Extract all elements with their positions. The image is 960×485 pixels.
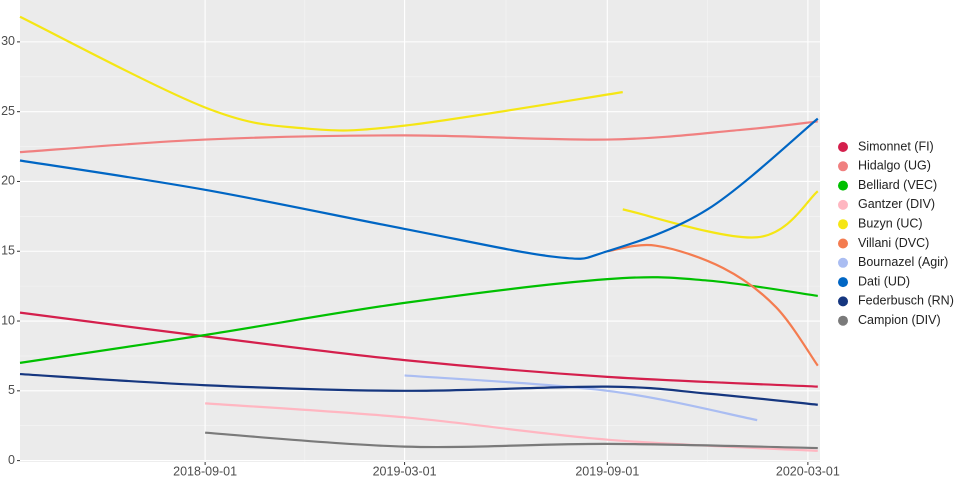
legend-swatch [838,199,848,210]
legend-swatch [838,142,848,152]
legend-label: Campion (DIV) [858,313,941,327]
trend-line [19,276,818,364]
legend-label: Simonnet (FI) [858,139,934,153]
trend-line [19,15,819,239]
trend-line [19,311,818,388]
y-tick-label: 25 [1,104,15,118]
x-tick-label: 2020-03-01 [776,464,840,478]
trend-line [19,372,818,406]
x-tick-label: 2019-09-01 [575,464,639,478]
legend-swatch [838,296,848,307]
trend-line [205,431,818,450]
legend-swatch [838,161,848,172]
legend-swatch [838,238,848,249]
legend-label: Buzyn (UC) [858,216,923,230]
trend-line [19,117,819,260]
legend-swatch [838,277,848,288]
legend-swatch [838,315,848,326]
legend: Simonnet (FI) Hidalgo (UG) Belliard (VEC) G… [838,139,954,327]
y-tick-label: 0 [8,453,15,467]
legend-label: Bournazel (Agir) [858,255,948,269]
legend-label: Federbusch (RN) [858,294,954,308]
x-tick-label: 2018-09-01 [173,464,237,478]
legend-label: Dati (UD) [858,274,910,288]
legend-swatch [838,257,848,268]
y-tick-label: 5 [8,383,15,397]
legend-label: Hidalgo (UG) [858,159,931,173]
y-tick-label: 20 [1,174,15,188]
legend-swatch [838,180,848,191]
legend-label: Villani (DVC) [858,236,929,250]
y-tick-label: 30 [1,34,15,48]
x-tick-label: 2019-03-01 [373,464,437,478]
trend-line [607,243,819,367]
y-tick-label: 15 [1,244,15,258]
legend-swatch [838,219,848,230]
legend-label: Belliard (VEC) [858,178,937,192]
trend-line [19,120,818,154]
legend-label: Gantzer (DIV) [858,197,935,211]
y-tick-label: 10 [1,313,15,327]
trend-line [404,374,758,422]
